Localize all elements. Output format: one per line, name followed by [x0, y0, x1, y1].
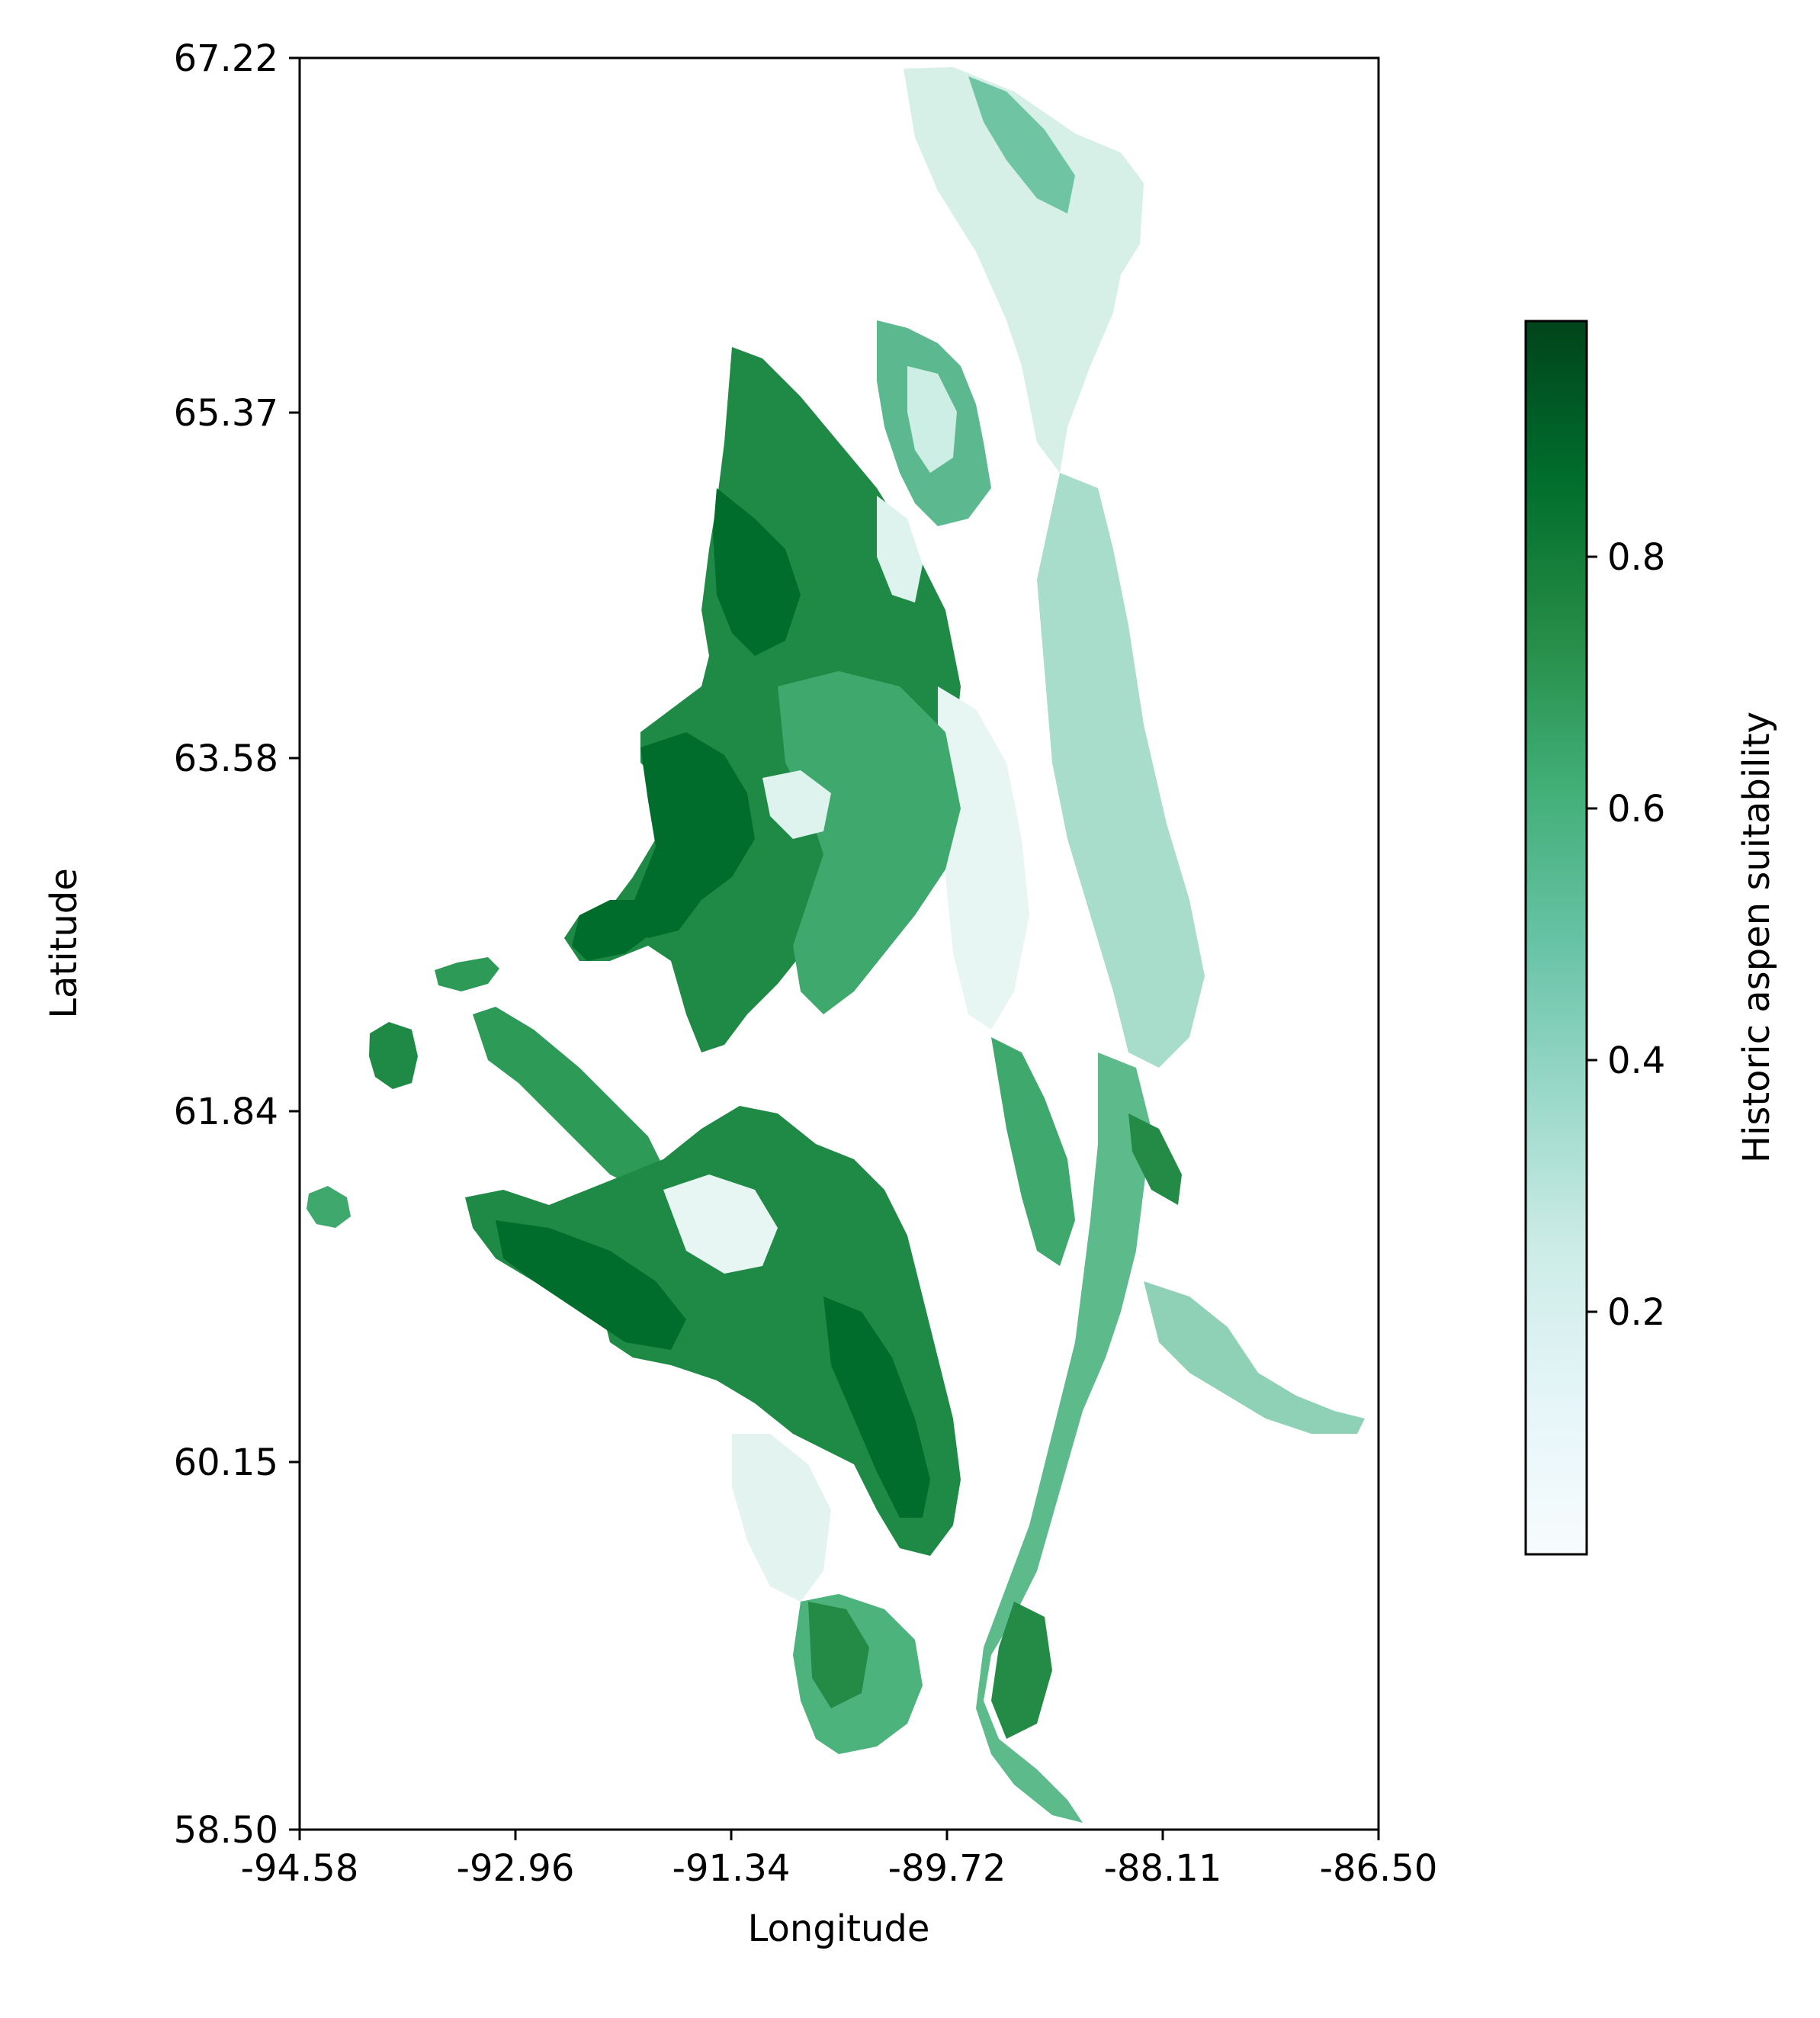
y-tick-label: 61.84: [174, 1091, 278, 1133]
map-region-southeast-core: [991, 1602, 1052, 1739]
x-tick-label: -92.96: [457, 1847, 575, 1890]
map-region-southwest-peninsula: [473, 1007, 663, 1190]
map-region-dark-core-1: [625, 732, 755, 938]
map-region-northeast-strip-green: [968, 76, 1075, 214]
map-region-island-north: [435, 957, 499, 991]
colorbar-tick-label: 0.2: [1607, 1291, 1665, 1334]
y-tick-label: 67.22: [174, 37, 278, 80]
x-tick-label: -89.72: [888, 1847, 1006, 1890]
y-tick-label: 58.50: [174, 1809, 278, 1852]
map-region-eastern-ridge: [1037, 473, 1205, 1068]
map-region-southwest-lobe: [465, 1106, 961, 1556]
map-region-dark-core-2: [572, 900, 656, 961]
x-tick-label: -86.50: [1320, 1847, 1438, 1890]
y-tick-label: 63.58: [174, 737, 278, 780]
x-axis-label: Longitude: [748, 1907, 930, 1950]
map-region-south-light-1: [732, 1434, 831, 1602]
map-region-valley-1: [877, 496, 923, 603]
x-tick-label: -91.34: [672, 1847, 791, 1890]
map-region-southeast-arm: [1144, 1281, 1365, 1434]
x-axis: -94.58 -92.96 -91.34 -89.72 -88.11 -86.5…: [241, 1830, 1438, 1890]
x-tick-label: -94.58: [241, 1847, 359, 1890]
suitability-map: [307, 67, 1365, 1823]
colorbar: 0.2 0.4 0.6 0.8 Historic aspen suitabili…: [1524, 320, 1778, 1556]
map-region-dark-core-3: [713, 488, 801, 656]
map-region-northeast-strip: [904, 67, 1144, 473]
colorbar-gradient: [1524, 320, 1588, 1556]
colorbar-tick-label: 0.8: [1607, 536, 1665, 579]
y-axis: 67.22 65.37 63.58 61.84 60.15 58.50: [174, 37, 300, 1852]
colorbar-tick-label: 0.6: [1607, 788, 1665, 831]
map-region-south-block-core: [808, 1602, 869, 1708]
map-region-central-basin: [778, 671, 961, 1014]
map-region-island-southwest: [307, 1186, 351, 1228]
y-axis-label: Latitude: [43, 868, 85, 1019]
map-region-east-dark-patch: [1128, 1113, 1182, 1205]
map-region-island-middle: [369, 1022, 418, 1089]
map-region-southeast-band: [976, 1052, 1151, 1823]
x-tick-label: -88.11: [1104, 1847, 1222, 1890]
colorbar-label: Historic aspen suitability: [1735, 712, 1778, 1163]
map-region-east-mid-ridge: [991, 1037, 1075, 1266]
map-region-valley-3: [663, 1174, 778, 1274]
map-region-valley-2: [762, 770, 831, 839]
map-region-north-peninsula-inner: [907, 366, 957, 473]
y-tick-label: 60.15: [174, 1441, 278, 1484]
map-region-south-ridge-core: [823, 1297, 930, 1518]
colorbar-tick-label: 0.4: [1607, 1040, 1665, 1082]
map-region-central-lowland: [938, 686, 1029, 1030]
map-region-southwest-core: [496, 1220, 686, 1350]
y-tick-label: 65.37: [174, 392, 278, 435]
map-axes-frame: [298, 56, 1380, 1831]
